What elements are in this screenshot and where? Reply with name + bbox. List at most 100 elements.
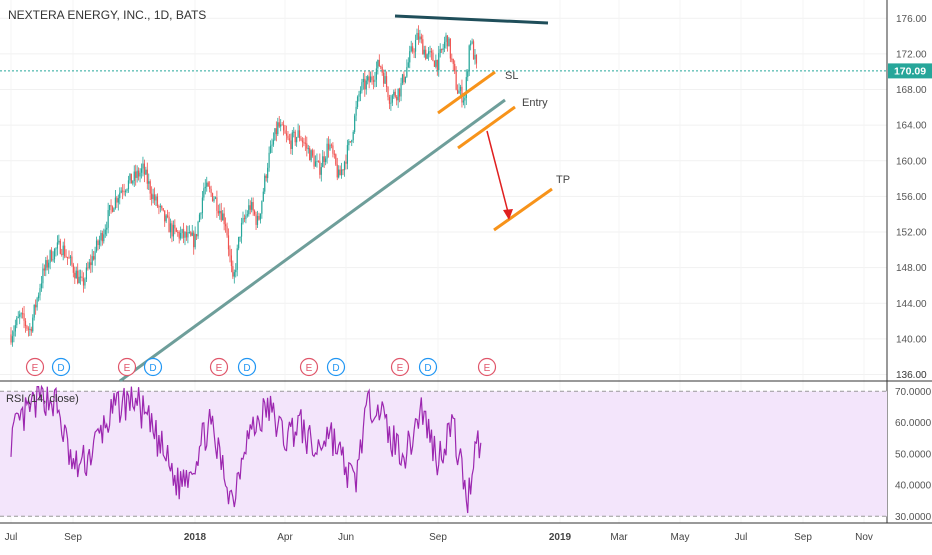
time-tick-label: Sep — [794, 532, 812, 543]
candle-body — [416, 32, 418, 41]
candle-body — [430, 51, 433, 53]
candle-body — [119, 192, 121, 199]
candle-body — [14, 325, 16, 332]
down-arrow[interactable] — [486, 130, 510, 217]
candle-body — [188, 232, 190, 234]
candle-body — [211, 193, 214, 202]
candle-body — [210, 188, 212, 194]
candle-body — [196, 234, 198, 237]
candle-body — [100, 233, 102, 241]
candle-body — [333, 153, 335, 155]
price-tick-label: 152.00 — [896, 228, 927, 239]
candle-body — [194, 234, 196, 248]
time-tick-label: May — [671, 532, 690, 543]
time-tick-label: 2019 — [549, 532, 572, 543]
candle-body — [288, 138, 290, 141]
candle-body — [158, 206, 160, 208]
candle-body — [107, 210, 109, 228]
time-axis-ticks: Jul Sep 2018 Apr Jun Sep 2019 Mar May Jul Sep Nov — [5, 532, 873, 543]
candle-body — [269, 145, 272, 153]
candle-body — [368, 76, 370, 83]
candle-body — [278, 122, 280, 127]
candle-body — [243, 218, 246, 220]
candle-body — [384, 76, 386, 84]
candle-body — [417, 32, 420, 40]
candle-body — [474, 54, 476, 60]
candle-body — [294, 131, 296, 143]
candle-body — [88, 262, 90, 268]
price-tick-label: 144.00 — [896, 299, 927, 310]
candle-body — [90, 262, 92, 266]
event-marker-label: D — [243, 363, 250, 374]
candle-body — [391, 95, 393, 103]
candle-body — [91, 256, 93, 266]
candle-body — [226, 226, 228, 236]
candle-body — [297, 130, 299, 138]
candle-body — [174, 224, 176, 229]
candle-body — [442, 48, 444, 51]
candle-body — [287, 135, 289, 139]
candle-body — [352, 131, 354, 141]
resistance-line[interactable] — [394, 14, 549, 25]
candle-body — [151, 193, 153, 200]
candle-body — [56, 242, 58, 249]
candle-body — [435, 59, 437, 67]
candle-body — [48, 262, 50, 268]
tp-line[interactable] — [493, 187, 553, 232]
candle-body — [472, 41, 475, 60]
candle-body — [180, 233, 182, 239]
candle-body — [155, 196, 157, 201]
candle-body — [335, 154, 337, 165]
candle-body — [265, 175, 267, 179]
candle-body — [136, 170, 138, 178]
candle-body — [375, 68, 377, 80]
earnings-marker — [299, 357, 319, 377]
earnings-marker — [390, 357, 410, 377]
candle-body — [66, 256, 69, 258]
candle-body — [426, 54, 428, 59]
candle-body — [223, 213, 225, 225]
candle-body — [198, 214, 201, 222]
candle-body — [36, 298, 38, 308]
candle-body — [135, 171, 137, 178]
candle-body — [152, 194, 154, 200]
candle-body — [239, 236, 241, 238]
candle-body — [423, 49, 425, 55]
trend-line[interactable] — [119, 98, 506, 383]
candle-body — [355, 106, 357, 116]
candle-body — [291, 132, 293, 149]
candle-body — [458, 90, 460, 94]
candle-body — [422, 39, 424, 55]
candle-body — [35, 304, 37, 308]
entry-line[interactable] — [457, 105, 516, 150]
candle-body — [220, 210, 222, 221]
candle-body — [284, 130, 286, 134]
candle-body — [356, 96, 359, 107]
candle-body — [245, 215, 247, 220]
sl-line[interactable] — [437, 70, 496, 115]
candle-body — [309, 148, 311, 161]
candle-body — [419, 36, 421, 40]
candle-body — [238, 237, 240, 249]
candle-body — [246, 214, 248, 216]
earnings-marker — [25, 357, 45, 377]
candle-body — [446, 35, 449, 47]
candle-body — [310, 150, 312, 161]
candle-body — [283, 124, 285, 131]
candle-body — [457, 89, 459, 94]
candle-body — [233, 272, 235, 277]
candle-body — [103, 234, 105, 242]
candle-body — [449, 38, 451, 59]
candle-body — [438, 53, 440, 71]
price-tick-label: 140.00 — [896, 334, 927, 345]
candle-body — [332, 145, 334, 154]
candle-body — [274, 128, 276, 141]
candle-body — [258, 216, 260, 220]
candle-body — [82, 278, 85, 286]
candle-body — [319, 161, 321, 175]
candle-body — [16, 317, 18, 326]
candle-body — [29, 328, 31, 330]
candle-body — [168, 216, 170, 233]
candle-body — [123, 191, 125, 193]
